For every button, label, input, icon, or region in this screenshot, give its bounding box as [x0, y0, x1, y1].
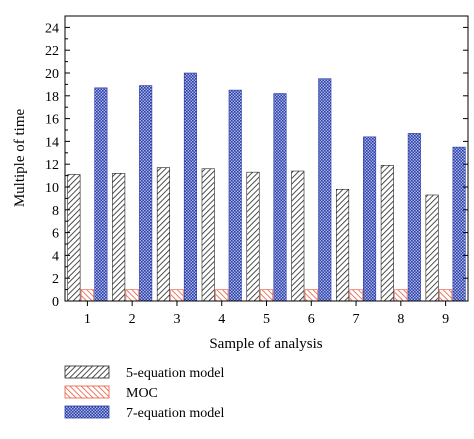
- x-tick-label: 6: [308, 312, 315, 327]
- plot-frame: [64, 15, 469, 302]
- bar-moc-3: [170, 289, 184, 302]
- x-tick-label: 8: [397, 312, 404, 327]
- bar-moc-1: [80, 289, 94, 302]
- bar-7-equation-model-3: [183, 72, 197, 302]
- legend: 5-equation model MOC 7-equation model: [64, 365, 224, 421]
- legend-swatch-5-equation-model: [64, 365, 110, 379]
- x-tick-label: 4: [218, 312, 225, 327]
- bar-7-equation-model-6: [318, 78, 332, 302]
- bar-5-equation-model-4: [201, 168, 215, 302]
- y-tick-label: 4: [52, 249, 59, 264]
- bar-moc-5: [259, 289, 274, 302]
- bar-5-equation-model-6: [291, 170, 305, 302]
- y-tick-label: 0: [52, 295, 59, 310]
- bar-moc-6: [304, 289, 318, 302]
- y-tick-label: 16: [45, 113, 59, 128]
- bar-moc-7: [349, 289, 363, 302]
- legend-label: MOC: [126, 386, 158, 401]
- y-tick-label: 22: [45, 44, 59, 59]
- bar-moc-8: [394, 289, 408, 302]
- bar-5-equation-model-7: [336, 188, 350, 302]
- y-tick-label: 20: [45, 67, 59, 82]
- bar-7-equation-model-8: [407, 133, 421, 302]
- bar-7-equation-model-7: [363, 136, 377, 302]
- y-axis-title: Multiple of time: [12, 109, 28, 208]
- y-tick-label: 8: [52, 204, 59, 219]
- x-tick-label: 1: [84, 312, 91, 327]
- bar-5-equation-model-5: [246, 171, 260, 302]
- x-tick-label: 3: [173, 312, 180, 327]
- legend-swatch-7-equation-model: [64, 405, 110, 419]
- legend-label: 5-equation model: [126, 366, 224, 381]
- bar-moc-9: [439, 289, 453, 302]
- y-tick-label: 18: [45, 90, 59, 105]
- legend-swatch-moc: [64, 385, 110, 399]
- bar-5-equation-model-3: [156, 167, 170, 302]
- y-tick-label: 24: [45, 21, 59, 36]
- y-tick-label: 14: [45, 135, 59, 150]
- bar-moc-2: [125, 289, 139, 302]
- y-tick-label: 2: [52, 272, 59, 287]
- bar-5-equation-model-8: [380, 165, 394, 302]
- bar-5-equation-model-2: [112, 173, 126, 302]
- bar-5-equation-model-9: [425, 194, 439, 302]
- x-tick-label: 5: [263, 312, 270, 327]
- x-tick-label: 9: [442, 312, 449, 327]
- y-tick-label: 6: [52, 227, 59, 242]
- x-tick-label: 2: [129, 312, 136, 327]
- y-tick-label: 12: [45, 158, 59, 173]
- x-tick-label: 7: [353, 312, 360, 327]
- bar-7-equation-model-5: [273, 93, 287, 302]
- x-axis-title: Sample of analysis: [209, 336, 322, 352]
- bar-5-equation-model-1: [67, 174, 81, 302]
- bar-7-equation-model-2: [139, 85, 153, 302]
- x-axis: 1 2 3 4 5 6 7 8 9: [84, 301, 449, 327]
- bar-7-equation-model-1: [94, 87, 108, 302]
- bar-7-equation-model-4: [228, 89, 242, 302]
- legend-label: 7-equation model: [126, 406, 224, 421]
- bars-layer: [67, 72, 466, 302]
- bar-moc-4: [215, 289, 229, 302]
- y-tick-label: 10: [45, 181, 59, 196]
